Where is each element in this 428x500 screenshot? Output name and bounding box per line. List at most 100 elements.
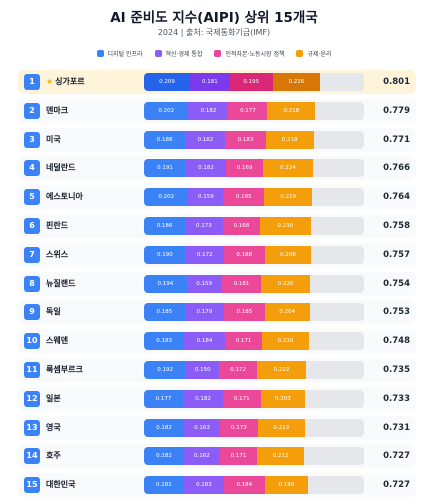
country-label: 덴마크 [46,99,68,123]
table-row: 10 스웨덴 0.183 0.184 0.171 0.210 0.748 [18,329,416,354]
country-name: 핀란드 [46,221,69,230]
legend-item-digital: 디지털 인프라 [96,49,143,58]
legend-swatch-innovation [154,50,162,57]
table-row: 3 미국 0.188 0.182 0.183 0.218 0.771 [18,127,416,152]
table-row: 7 스위스 0.190 0.172 0.188 0.208 0.757 [18,242,416,267]
digital-segment: 0.202 [144,188,189,207]
total-score: 0.758 [383,221,410,231]
star-icon: ★ [46,77,54,86]
digital-segment: 0.182 [144,447,185,466]
human-capital-segment: 0.171 [222,389,261,408]
innovation-segment: 0.182 [186,159,227,178]
country-label: 핀란드 [46,214,68,238]
rank-badge: 11 [24,362,40,378]
table-row: 13 영국 0.182 0.163 0.173 0.213 0.731 [18,415,416,440]
country-name: 싱가포르 [55,77,85,86]
country-name: 스웨덴 [46,336,69,346]
human-capital-segment: 0.181 [221,274,262,293]
rank-badge: 2 [24,102,40,119]
regulation-segment: 0.199 [264,476,309,495]
digital-segment: 0.177 [144,389,183,408]
regulation-segment: 0.208 [265,245,311,264]
table-row: 1 ★ 싱가포르 0.209 0.181 0.195 0.216 0.801 [18,70,416,94]
human-capital-segment: 0.169 [226,159,264,178]
human-capital-segment: 0.183 [225,130,266,149]
country-name: 미국 [46,134,61,144]
regulation-segment: 0.204 [264,303,310,322]
innovation-segment: 0.150 [186,361,220,379]
country-name: 호주 [46,451,61,461]
rank-badge: 10 [24,333,40,350]
bar-track: 0.182 0.162 0.171 0.212 [144,447,364,466]
regulation-segment: 0.213 [257,418,305,437]
rank-badge: 4 [24,160,40,177]
digital-segment: 0.186 [144,217,185,235]
legend-label-digital: 디지털 인프라 [107,51,143,58]
digital-segment: 0.191 [144,159,187,178]
country-label: 네덜란드 [46,156,75,180]
country-name: 스위스 [46,249,69,259]
innovation-segment: 0.181 [189,73,230,91]
bar-track: 0.190 0.172 0.188 0.208 [144,245,364,264]
human-capital-segment: 0.184 [224,476,265,495]
regulation-segment: 0.212 [257,447,304,466]
total-score: 0.764 [383,192,410,203]
country-label: 미국 [46,128,61,152]
innovation-segment: 0.179 [184,303,225,322]
rank-badge: 12 [24,390,40,407]
total-score: 0.779 [383,105,410,116]
rank-badge: 13 [24,419,40,436]
table-row: 4 네덜란드 0.191 0.182 0.169 0.224 0.766 [18,156,416,181]
regulation-segment: 0.218 [265,130,314,149]
innovation-segment: 0.182 [188,101,229,120]
regulation-segment: 0.216 [272,73,321,91]
legend-swatch-digital [96,50,104,57]
legend-swatch-regulation [296,50,304,57]
legend-item-human-capital: 인적자본·노동시장 정책 [214,49,284,58]
country-name: 룩셈부르크 [46,365,83,374]
human-capital-segment: 0.171 [224,332,263,351]
table-row: 9 독일 0.185 0.179 0.185 0.204 0.753 [18,300,416,325]
legend-item-innovation: 혁신·경제 통합 [154,49,202,58]
rank-badge: 15 [24,477,40,494]
country-name: 일본 [46,393,61,403]
digital-segment: 0.181 [144,476,184,495]
digital-segment: 0.182 [144,418,185,437]
human-capital-segment: 0.177 [228,101,268,120]
table-row: 6 핀란드 0.186 0.173 0.168 0.230 0.758 [18,214,416,238]
regulation-segment: 0.210 [262,332,309,351]
bar-track: 0.186 0.173 0.168 0.230 [144,217,364,235]
bar-track: 0.182 0.163 0.173 0.213 [144,418,364,437]
legend-swatch-human-capital [214,50,222,57]
country-name: 대한민국 [46,480,76,490]
country-name: 에스토니아 [46,192,83,202]
innovation-segment: 0.173 [184,217,223,235]
digital-segment: 0.194 [144,274,187,293]
regulation-segment: 0.220 [261,274,310,293]
total-score: 0.753 [383,307,410,318]
page-title: AI 준비도 지수(AIPI) 상위 15개국 [110,10,318,26]
legend-label-human-capital: 인적자본·노동시장 정책 [225,51,285,58]
innovation-segment: 0.159 [188,188,224,207]
digital-segment: 0.185 [144,303,185,322]
human-capital-segment: 0.173 [219,418,258,437]
bar-track: 0.192 0.150 0.172 0.222 [144,361,364,379]
digital-segment: 0.202 [144,101,189,120]
rank-badge: 8 [24,275,40,292]
bar-track: 0.209 0.181 0.195 0.216 [144,73,364,91]
country-label: 스위스 [46,243,68,267]
total-score: 0.801 [383,77,410,87]
rank-badge: 6 [24,218,40,234]
bar-track: 0.177 0.182 0.171 0.203 [144,389,364,408]
total-score: 0.727 [383,451,410,462]
digital-segment: 0.183 [144,332,185,351]
innovation-segment: 0.162 [184,447,220,466]
table-row: 12 일본 0.177 0.182 0.171 0.203 0.733 [18,386,416,411]
human-capital-segment: 0.195 [229,73,273,91]
rank-badge: 7 [24,246,40,263]
innovation-segment: 0.182 [185,130,226,149]
bar-track: 0.181 0.183 0.184 0.199 [144,476,364,495]
country-label: 대한민국 [46,473,75,497]
total-score: 0.748 [383,336,410,347]
